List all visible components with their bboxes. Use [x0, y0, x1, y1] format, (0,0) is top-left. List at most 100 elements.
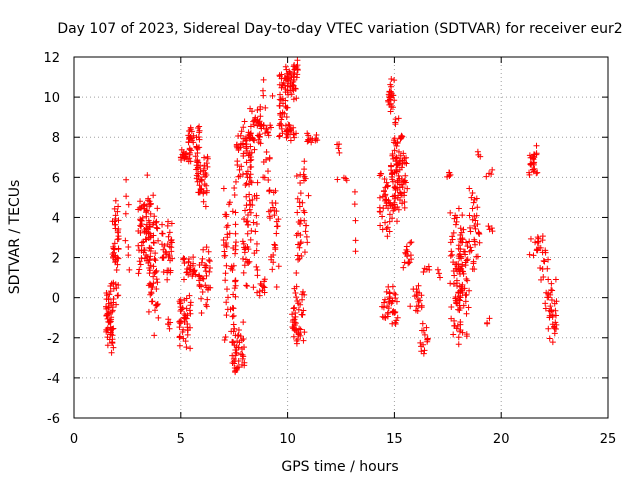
- data-point: [245, 246, 252, 253]
- data-point: [260, 122, 267, 129]
- data-point: [224, 294, 231, 301]
- data-point: [465, 304, 472, 311]
- data-point: [150, 192, 157, 199]
- data-point: [223, 312, 230, 319]
- data-point: [222, 334, 229, 341]
- data-point: [187, 345, 194, 352]
- data-point: [241, 249, 248, 256]
- data-point: [434, 266, 441, 273]
- data-point: [253, 192, 260, 199]
- data-point: [243, 180, 250, 187]
- data-point: [534, 169, 541, 176]
- data-point: [292, 85, 299, 92]
- data-point: [457, 238, 464, 245]
- data-point: [532, 239, 539, 246]
- data-point: [304, 239, 311, 246]
- data-point: [234, 332, 241, 339]
- data-point: [109, 251, 116, 258]
- data-point: [115, 292, 122, 299]
- data-point: [202, 268, 209, 275]
- data-point: [472, 225, 479, 232]
- data-point: [284, 71, 291, 78]
- data-point: [261, 174, 268, 181]
- data-point: [232, 221, 239, 228]
- data-point: [191, 267, 198, 274]
- data-point: [450, 280, 457, 287]
- data-point: [293, 270, 300, 277]
- data-point: [530, 252, 537, 259]
- data-point: [167, 257, 174, 264]
- data-point: [292, 64, 299, 71]
- data-point: [335, 145, 342, 152]
- data-point: [249, 196, 256, 203]
- data-point: [152, 307, 159, 314]
- data-point: [388, 163, 395, 170]
- data-point: [149, 298, 156, 305]
- data-point: [205, 284, 212, 291]
- data-point: [386, 228, 393, 235]
- data-point: [414, 289, 421, 296]
- data-point: [313, 131, 320, 138]
- data-point: [138, 203, 145, 210]
- data-point: [112, 221, 119, 228]
- data-point: [254, 179, 261, 186]
- data-point: [454, 323, 461, 330]
- data-point: [539, 237, 546, 244]
- data-point: [460, 226, 467, 233]
- data-point: [123, 176, 130, 183]
- data-point: [457, 246, 464, 253]
- data-point: [391, 147, 398, 154]
- data-point: [386, 101, 393, 108]
- data-point: [153, 224, 160, 231]
- data-point: [223, 243, 230, 250]
- data-point: [247, 130, 254, 137]
- data-point: [381, 299, 388, 306]
- data-point: [376, 194, 383, 201]
- data-point: [394, 177, 401, 184]
- data-point: [390, 137, 397, 144]
- data-point: [284, 104, 291, 111]
- data-point: [352, 217, 359, 224]
- data-point: [276, 72, 283, 79]
- data-point: [420, 350, 427, 357]
- data-point: [183, 344, 190, 351]
- data-point: [266, 213, 273, 220]
- data-point: [138, 255, 145, 262]
- data-point: [273, 218, 280, 225]
- data-point: [232, 293, 239, 300]
- data-point: [546, 335, 553, 342]
- data-point: [297, 301, 304, 308]
- y-tick-label: -6: [47, 412, 60, 427]
- data-point: [112, 258, 119, 265]
- data-point: [472, 217, 479, 224]
- data-point: [303, 233, 310, 240]
- data-point: [277, 91, 284, 98]
- data-point: [381, 176, 388, 183]
- data-point: [460, 302, 467, 309]
- data-point: [488, 225, 495, 232]
- data-point: [168, 239, 175, 246]
- data-point: [486, 170, 493, 177]
- data-point: [272, 244, 279, 251]
- data-point: [385, 309, 392, 316]
- data-point: [235, 363, 242, 370]
- data-point: [114, 236, 121, 243]
- data-point: [244, 168, 251, 175]
- data-point: [176, 334, 183, 341]
- data-point: [293, 283, 300, 290]
- data-point: [198, 259, 205, 266]
- data-point: [238, 128, 245, 135]
- data-point: [395, 172, 402, 179]
- data-point: [164, 276, 171, 283]
- data-point: [150, 263, 157, 270]
- data-point: [457, 293, 464, 300]
- data-point: [247, 209, 254, 216]
- data-point: [463, 310, 470, 317]
- data-point: [290, 333, 297, 340]
- data-point: [452, 293, 459, 300]
- data-point: [146, 224, 153, 231]
- data-point: [336, 141, 343, 148]
- data-point: [484, 319, 491, 326]
- data-point: [176, 324, 183, 331]
- data-point: [456, 251, 463, 258]
